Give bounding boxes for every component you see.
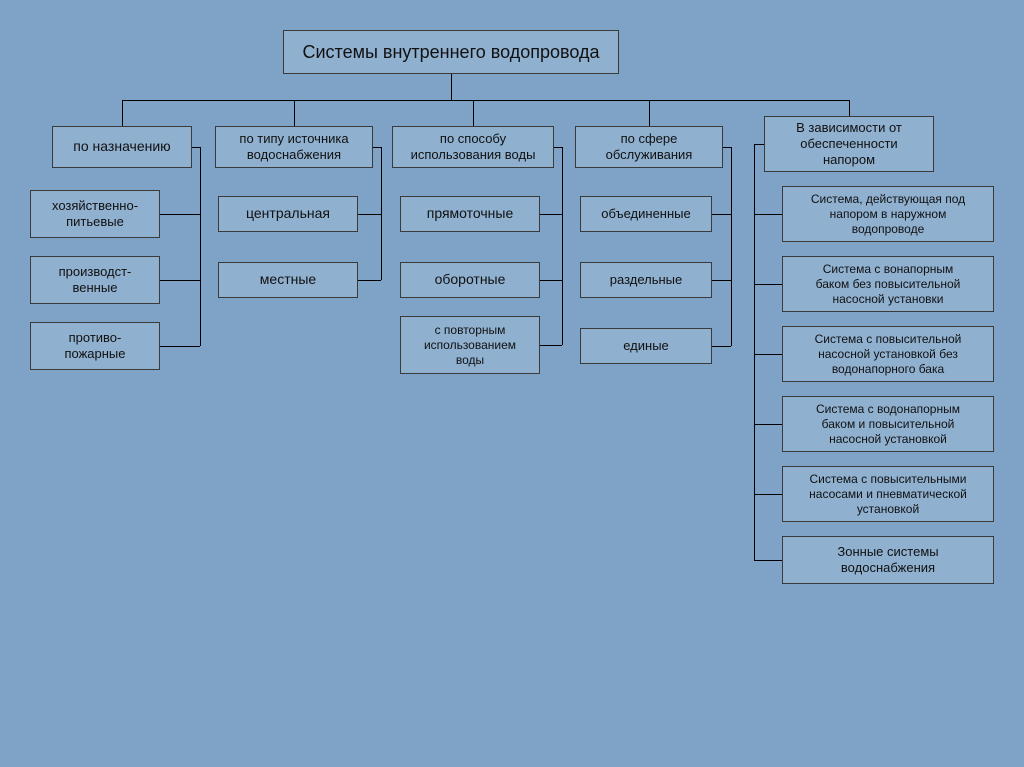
connector-line: [754, 144, 764, 145]
branch-header-0: по назначению: [52, 126, 192, 168]
connector-line: [754, 560, 782, 561]
connector-line: [712, 214, 731, 215]
connector-line: [381, 147, 382, 280]
connector-line: [358, 214, 381, 215]
connector-line: [540, 345, 562, 346]
connector-line: [540, 214, 562, 215]
connector-line: [731, 147, 732, 346]
branch-4-item-2: Система с повысительной насосной установ…: [782, 326, 994, 382]
connector-line: [754, 144, 755, 560]
branch-2-item-1: оборотные: [400, 262, 540, 298]
branch-header-4: В зависимости от обеспеченности напором: [764, 116, 934, 172]
connector-line: [723, 147, 731, 148]
connector-line: [754, 214, 782, 215]
branch-0-item-1: производст- венные: [30, 256, 160, 304]
connector-line: [754, 284, 782, 285]
branch-4-item-1: Система с вонапорным баком без повысител…: [782, 256, 994, 312]
connector-line: [122, 100, 849, 101]
connector-line: [358, 280, 381, 281]
branch-4-item-5: Зонные системы водоснабжения: [782, 536, 994, 584]
branch-2-item-0: прямоточные: [400, 196, 540, 232]
connector-line: [122, 100, 123, 126]
branch-4-item-4: Система с повысительными насосами и пнев…: [782, 466, 994, 522]
connector-line: [754, 424, 782, 425]
connector-line: [540, 280, 562, 281]
connector-line: [473, 100, 474, 126]
branch-3-item-1: раздельные: [580, 262, 712, 298]
connector-line: [160, 280, 200, 281]
branch-4-item-0: Система, действующая под напором в наруж…: [782, 186, 994, 242]
branch-4-item-3: Система с водонапорным баком и повысител…: [782, 396, 994, 452]
branch-1-item-0: центральная: [218, 196, 358, 232]
branch-0-item-0: хозяйственно- питьевые: [30, 190, 160, 238]
connector-line: [712, 280, 731, 281]
connector-line: [294, 100, 295, 126]
connector-line: [849, 100, 850, 116]
branch-header-1: по типу источника водоснабжения: [215, 126, 373, 168]
connector-line: [160, 346, 200, 347]
connector-line: [754, 354, 782, 355]
branch-0-item-2: противо- пожарные: [30, 322, 160, 370]
branch-header-3: по сфере обслуживания: [575, 126, 723, 168]
connector-line: [451, 74, 452, 100]
branch-2-item-2: с повторным использованием воды: [400, 316, 540, 374]
branch-header-2: по способу использования воды: [392, 126, 554, 168]
connector-line: [373, 147, 381, 148]
branch-3-item-0: объединенные: [580, 196, 712, 232]
connector-line: [200, 147, 201, 346]
connector-line: [754, 494, 782, 495]
connector-line: [554, 147, 562, 148]
branch-1-item-1: местные: [218, 262, 358, 298]
root-node: Системы внутреннего водопровода: [283, 30, 619, 74]
connector-line: [160, 214, 200, 215]
diagram-canvas: Системы внутреннего водопровода по назнач…: [0, 0, 1024, 767]
connector-line: [712, 346, 731, 347]
connector-line: [649, 100, 650, 126]
connector-line: [562, 147, 563, 345]
connector-line: [192, 147, 200, 148]
branch-3-item-2: единые: [580, 328, 712, 364]
